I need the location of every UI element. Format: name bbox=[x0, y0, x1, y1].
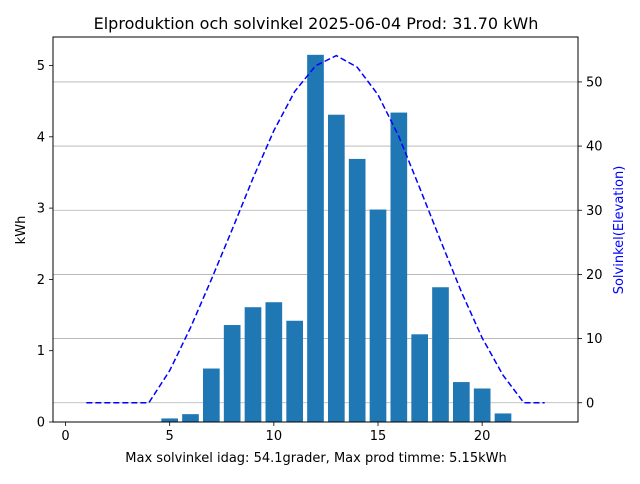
y2-tick-label-0: 0 bbox=[586, 396, 594, 411]
y2-tick-label-20: 20 bbox=[586, 268, 603, 283]
y-tick-label-4: 4 bbox=[37, 130, 45, 145]
y-tick-label-3: 3 bbox=[37, 202, 45, 217]
bar-hour-18 bbox=[432, 287, 449, 422]
chart-title: Elproduktion och solvinkel 2025-06-04 Pr… bbox=[94, 14, 539, 33]
y2-tick-label-10: 10 bbox=[586, 332, 603, 347]
x-axis-label: Max solvinkel idag: 54.1grader, Max prod… bbox=[125, 451, 506, 466]
bar-series bbox=[161, 54, 512, 423]
y-tick-label-1: 1 bbox=[37, 344, 45, 359]
bar-hour-13 bbox=[328, 114, 345, 423]
y2-tick-label-40: 40 bbox=[586, 140, 603, 155]
bar-hour-17 bbox=[411, 334, 428, 422]
bar-hour-5 bbox=[161, 418, 178, 422]
y-axis-ticks: 0 1 2 3 4 5 bbox=[37, 59, 53, 431]
bar-hour-20 bbox=[473, 388, 491, 422]
bar-hour-11 bbox=[286, 320, 303, 422]
bar-hour-10 bbox=[265, 302, 283, 422]
x-tick-label-15: 15 bbox=[370, 429, 387, 444]
x-tick-label-10: 10 bbox=[266, 429, 283, 444]
bar-hour-6 bbox=[182, 414, 199, 422]
x-tick-label-0: 0 bbox=[61, 429, 69, 444]
x-tick-label-5: 5 bbox=[166, 429, 174, 444]
plot-frame bbox=[52, 36, 579, 423]
bar-hour-8 bbox=[223, 325, 241, 422]
bar-hour-16 bbox=[390, 112, 408, 423]
x-tick-label-20: 20 bbox=[474, 429, 491, 444]
y2-tick-label-50: 50 bbox=[586, 75, 603, 90]
bar-hour-14 bbox=[348, 158, 366, 422]
y2-tick-label-30: 30 bbox=[586, 204, 603, 219]
elevation-series bbox=[86, 54, 545, 404]
bar-hour-12 bbox=[307, 54, 324, 423]
y-tick-label-5: 5 bbox=[37, 59, 45, 74]
y-tick-label-0: 0 bbox=[37, 416, 45, 431]
bar-hour-7 bbox=[203, 368, 220, 422]
y-axis-label: kWh bbox=[14, 216, 29, 245]
bar-hour-19 bbox=[453, 382, 470, 422]
y2-axis-ticks: 0 10 20 30 40 50 bbox=[578, 75, 603, 411]
y2-axis-label: Solvinkel(Elevation) bbox=[612, 166, 627, 295]
bar-hour-9 bbox=[244, 307, 262, 422]
y-tick-label-2: 2 bbox=[37, 273, 45, 288]
elevation-line bbox=[86, 54, 545, 404]
x-axis-ticks: 0 5 10 15 20 bbox=[61, 422, 490, 444]
bar-hour-15 bbox=[369, 209, 387, 422]
bar-hour-21 bbox=[494, 413, 512, 422]
